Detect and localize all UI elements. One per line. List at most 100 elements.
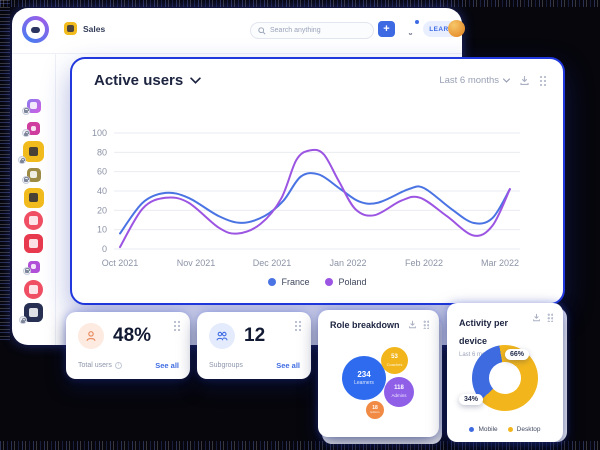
legend-label: Mobile bbox=[478, 426, 498, 433]
download-icon[interactable] bbox=[532, 313, 541, 322]
search-input[interactable]: Search anything bbox=[250, 22, 374, 39]
current-app-label: Sales bbox=[83, 23, 106, 34]
y-tick: 60 bbox=[97, 167, 107, 177]
y-tick: 40 bbox=[97, 186, 107, 196]
total-users-card: 48% Total users i See all bbox=[66, 312, 190, 379]
app-glyph bbox=[29, 285, 38, 294]
app-sidebar bbox=[12, 54, 56, 345]
drag-handle-icon[interactable] bbox=[547, 313, 553, 322]
app-glyph bbox=[29, 239, 38, 248]
bubble-admins[interactable]: 118 Admins bbox=[384, 377, 414, 407]
app-red-circle-icon[interactable] bbox=[24, 211, 43, 230]
y-tick: 0 bbox=[102, 244, 107, 254]
download-icon[interactable] bbox=[519, 75, 530, 86]
legend-dot bbox=[469, 427, 475, 432]
legend-item-france[interactable]: France bbox=[268, 277, 309, 287]
y-tick: 100 bbox=[92, 128, 107, 138]
series-line-france bbox=[119, 172, 511, 235]
info-icon[interactable]: i bbox=[114, 362, 122, 369]
subgroups-value: 12 bbox=[244, 325, 266, 346]
legend-label: France bbox=[281, 277, 310, 287]
active-users-card: Active users Last 6 months 100 80 60 40 20 10… bbox=[70, 57, 565, 305]
topbar: Sales Search anything + LEARN bbox=[12, 8, 465, 54]
bubble-editors[interactable]: 18 Editors bbox=[366, 401, 384, 419]
app-glyph bbox=[30, 263, 37, 270]
app-glyph bbox=[29, 308, 38, 317]
notifications-bell-icon[interactable] bbox=[404, 19, 420, 37]
people-icon bbox=[209, 323, 235, 349]
app-gradient-purple-icon[interactable] bbox=[21, 98, 41, 115]
bubble-value: 18 bbox=[372, 405, 378, 411]
bubble-label: Coaches bbox=[386, 361, 403, 367]
app-glyph bbox=[30, 102, 37, 109]
lock-badge-icon bbox=[21, 175, 30, 184]
app-navy-icon[interactable] bbox=[19, 303, 43, 324]
add-button[interactable]: + bbox=[378, 21, 395, 37]
device-legend: Mobile Desktop bbox=[447, 426, 563, 433]
subgroups-label: Subgroups bbox=[209, 362, 243, 369]
legend-item-poland[interactable]: Poland bbox=[325, 277, 367, 287]
see-all-link[interactable]: See all bbox=[155, 361, 179, 370]
activity-per-device-card: Activity per device Last 6 months 66% 34… bbox=[447, 303, 563, 442]
app-magenta-icon[interactable] bbox=[22, 122, 40, 137]
search-placeholder: Search anything bbox=[270, 27, 321, 34]
app-glyph bbox=[30, 125, 37, 132]
role-breakdown-card: Role breakdown 234 Learners 53 Coaches 118 Ad… bbox=[318, 310, 439, 437]
app-gold-icon[interactable] bbox=[21, 167, 41, 184]
app-red-square-icon[interactable] bbox=[24, 234, 43, 253]
app-glyph bbox=[29, 216, 38, 225]
activity-period-label: Last 6 months bbox=[459, 352, 497, 358]
bubble-value: 234 bbox=[357, 369, 371, 379]
legend-dot bbox=[325, 278, 334, 286]
role-bubble-chart: 234 Learners 53 Coaches 118 Admins 18 Editors bbox=[318, 310, 439, 437]
device-legend-item-desktop[interactable]: Desktop bbox=[507, 426, 541, 433]
noise-left-edge bbox=[0, 0, 10, 340]
x-tick: Oct 2021 bbox=[102, 258, 139, 268]
app-yellow-camera-icon[interactable] bbox=[18, 141, 44, 164]
chevron-down-icon bbox=[503, 78, 510, 83]
bubble-learners[interactable]: 234 Learners bbox=[342, 356, 386, 400]
download-icon[interactable] bbox=[408, 320, 417, 329]
role-breakdown-title: Role breakdown bbox=[330, 320, 400, 330]
drag-handle-icon[interactable] bbox=[173, 320, 181, 331]
app-yellow-swirl-icon[interactable] bbox=[23, 187, 44, 208]
app-glyph bbox=[30, 171, 37, 178]
period-select[interactable]: Last 6 months bbox=[439, 75, 510, 86]
total-users-label: Total users bbox=[78, 362, 112, 369]
bell-glyph bbox=[408, 32, 413, 35]
lock-badge-icon bbox=[19, 316, 27, 324]
device-legend-item-mobile[interactable]: Mobile bbox=[469, 426, 498, 433]
y-tick: 80 bbox=[97, 147, 107, 157]
see-all-link[interactable]: See all bbox=[276, 361, 300, 370]
drag-handle-icon[interactable] bbox=[423, 320, 429, 329]
lock-badge-icon bbox=[22, 129, 30, 137]
series-line-poland bbox=[119, 148, 511, 249]
drag-handle-icon[interactable] bbox=[294, 320, 302, 331]
noise-bottom-edge bbox=[0, 441, 600, 450]
app-pink-circle-icon[interactable] bbox=[24, 280, 43, 299]
bubble-label: Learners bbox=[354, 379, 374, 386]
x-tick: Feb 2022 bbox=[405, 258, 443, 268]
search-icon bbox=[258, 26, 266, 35]
active-users-title-group[interactable]: Active users bbox=[94, 72, 201, 89]
bubble-coaches[interactable]: 53 Coaches bbox=[381, 347, 408, 374]
bubble-label: Admins bbox=[391, 392, 407, 398]
x-tick: Mar 2022 bbox=[481, 258, 519, 268]
period-label: Last 6 months bbox=[439, 75, 499, 86]
current-app-chip[interactable]: Sales bbox=[64, 22, 105, 35]
legend-label: Desktop bbox=[516, 426, 541, 433]
total-users-value: 48% bbox=[113, 325, 152, 346]
lock-badge-icon bbox=[18, 156, 26, 164]
drag-handle-icon[interactable] bbox=[539, 75, 547, 86]
user-avatar[interactable] bbox=[448, 20, 465, 37]
x-tick: Nov 2021 bbox=[177, 258, 216, 268]
bubble-value: 53 bbox=[391, 354, 398, 361]
brand-logo[interactable] bbox=[22, 16, 49, 43]
x-tick: Dec 2021 bbox=[253, 258, 292, 268]
y-tick: 10 bbox=[97, 225, 107, 235]
app-purple-small-icon[interactable] bbox=[22, 260, 40, 275]
chevron-down-icon bbox=[190, 77, 201, 84]
person-icon bbox=[78, 323, 104, 349]
